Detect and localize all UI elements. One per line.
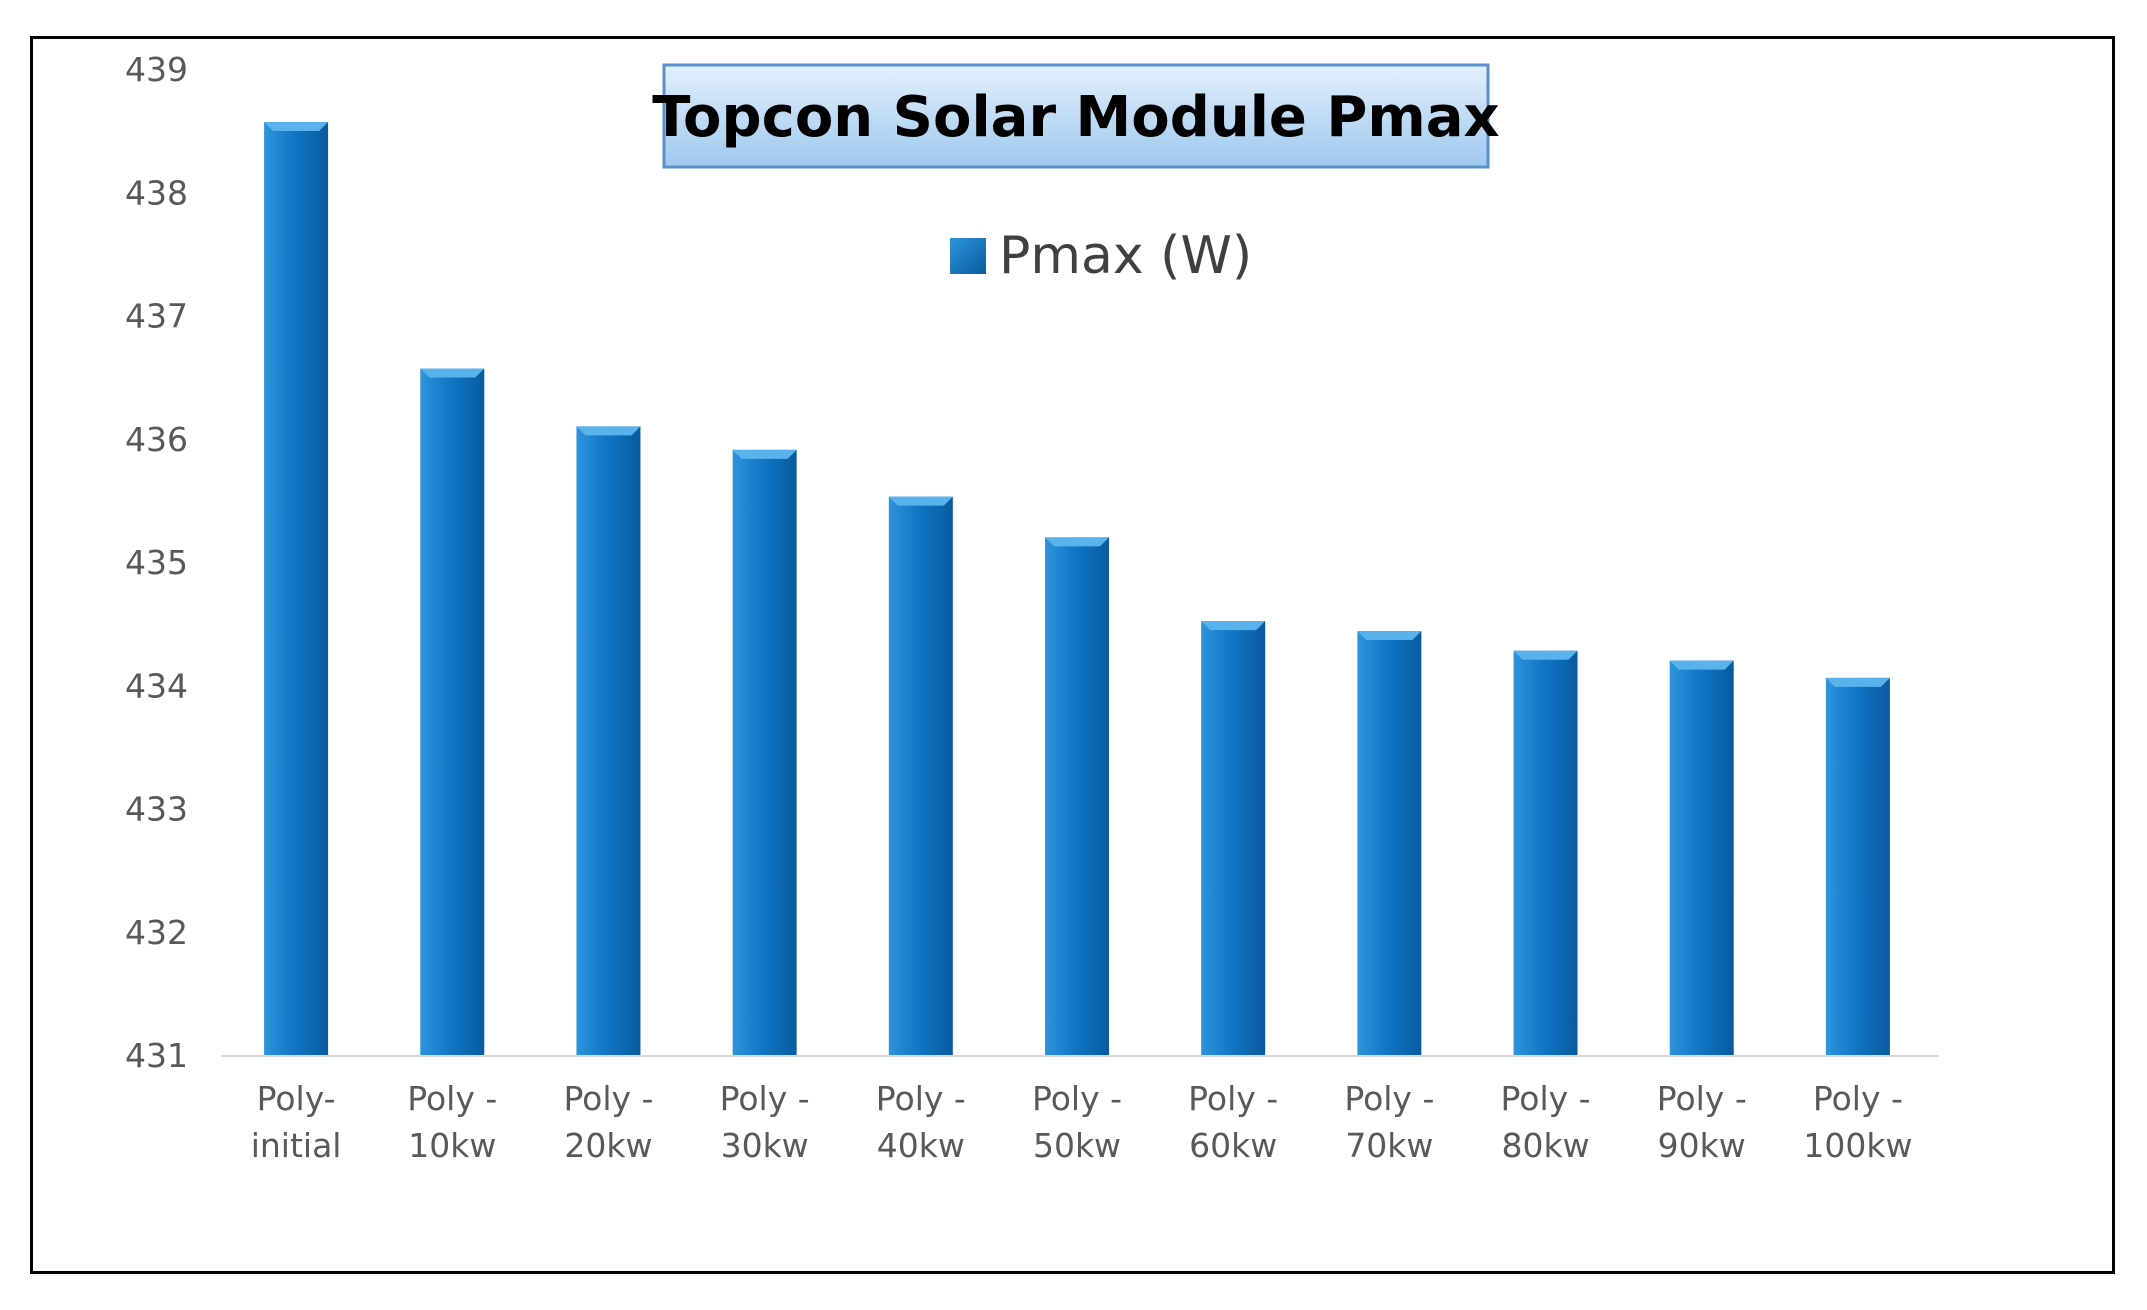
bar-group	[1513, 650, 1578, 1055]
chart-title-box: Topcon Solar Module Pmax	[652, 63, 1500, 169]
y-tick-label: 433	[125, 790, 188, 829]
bar-top-bevel	[732, 449, 797, 459]
bar-top-bevel	[1825, 677, 1890, 687]
x-tick-label: 80kw	[1501, 1126, 1589, 1165]
bar-group	[264, 121, 329, 1055]
bar-top-bevel	[888, 496, 953, 506]
y-tick-label: 431	[125, 1036, 188, 1075]
y-tick-label: 432	[125, 913, 188, 952]
bar-group	[888, 496, 953, 1055]
y-tick-label: 437	[125, 297, 188, 336]
x-tick-label: Poly -	[1813, 1079, 1903, 1118]
bar-top-bevel	[420, 368, 485, 378]
y-axis-ticks: 431 432 433 434 435 436 437 438 439	[125, 50, 188, 1075]
x-tick-label: Poly -	[1188, 1079, 1278, 1118]
bar	[264, 121, 329, 1055]
x-tick-label: 40kw	[877, 1126, 965, 1165]
x-tick-label: Poly -	[1657, 1079, 1747, 1118]
bar-chart: Topcon Solar Module Pmax Pmax (W) 431 432…	[125, 50, 1939, 1165]
x-tick-label: 90kw	[1658, 1126, 1746, 1165]
bar	[420, 368, 485, 1055]
bar-group	[1357, 631, 1422, 1055]
bar-top-bevel	[264, 121, 329, 131]
x-tick-label: Poly -	[876, 1079, 966, 1118]
y-tick-label: 439	[125, 50, 188, 89]
y-tick-label: 436	[125, 420, 188, 459]
bar-group	[420, 368, 485, 1055]
chart-frame: Topcon Solar Module Pmax Pmax (W) 431 432…	[30, 36, 2115, 1274]
x-tick-label: 10kw	[408, 1126, 496, 1165]
bar-group	[732, 449, 797, 1055]
bar-group	[576, 426, 641, 1055]
x-tick-label: Poly -	[720, 1079, 810, 1118]
x-tick-label: Poly -	[563, 1079, 653, 1118]
bar	[1201, 621, 1266, 1055]
y-tick-label: 434	[125, 666, 188, 705]
x-tick-label: Poly -	[1501, 1079, 1591, 1118]
bar	[1513, 650, 1578, 1055]
bar-top-bevel	[1201, 621, 1266, 631]
legend-label: Pmax (W)	[999, 226, 1252, 286]
legend-swatch	[950, 238, 986, 274]
bar-top-bevel	[1513, 650, 1578, 660]
x-tick-label: 20kw	[564, 1126, 652, 1165]
y-tick-label: 438	[125, 173, 188, 212]
chart-title-background	[662, 63, 1490, 169]
bar-top-bevel	[1357, 631, 1422, 641]
bar	[1669, 660, 1734, 1055]
x-tick-label: Poly -	[407, 1079, 497, 1118]
bar-group	[1045, 537, 1109, 1055]
bar-group	[1201, 621, 1266, 1055]
bar	[576, 426, 641, 1055]
x-tick-label: Poly -	[1032, 1079, 1122, 1118]
chart-title: Topcon Solar Module Pmax	[652, 85, 1499, 150]
bars	[264, 121, 1890, 1055]
x-tick-label: 70kw	[1345, 1126, 1433, 1165]
bar	[1045, 537, 1109, 1055]
bar	[732, 449, 797, 1055]
x-tick-label: 60kw	[1189, 1126, 1277, 1165]
x-tick-label: initial	[251, 1126, 342, 1165]
bar	[1825, 677, 1890, 1055]
x-tick-label: 50kw	[1033, 1126, 1121, 1165]
x-tick-label: Poly-	[257, 1079, 336, 1118]
bar-top-bevel	[576, 426, 641, 436]
legend: Pmax (W)	[950, 226, 1252, 286]
bar-group	[1669, 660, 1734, 1055]
bar	[888, 496, 953, 1055]
bar	[1357, 631, 1422, 1055]
y-tick-label: 435	[125, 543, 188, 582]
x-tick-label: 100kw	[1803, 1126, 1912, 1165]
x-tick-label: 30kw	[721, 1126, 809, 1165]
x-axis-labels: Poly-initial Poly - 10kw Poly - 20kw Poly - 30…	[251, 1079, 1913, 1165]
bar-top-bevel	[1045, 537, 1109, 547]
bar-group	[1825, 677, 1890, 1055]
bar-top-bevel	[1669, 660, 1734, 670]
x-tick-label: Poly -	[1344, 1079, 1434, 1118]
